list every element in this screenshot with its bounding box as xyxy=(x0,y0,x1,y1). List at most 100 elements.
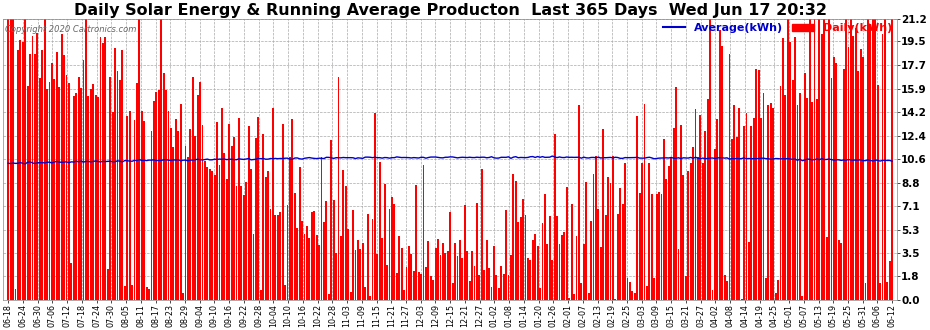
Bar xyxy=(151,131,153,300)
Bar xyxy=(544,194,546,300)
Bar xyxy=(408,246,410,300)
Bar xyxy=(799,93,801,300)
Bar xyxy=(21,42,24,300)
Bar xyxy=(809,19,811,300)
Bar xyxy=(318,245,320,300)
Bar xyxy=(532,240,534,300)
Bar xyxy=(313,212,315,300)
Bar xyxy=(102,43,104,300)
Bar xyxy=(641,163,643,300)
Bar xyxy=(306,226,308,300)
Bar xyxy=(840,243,843,300)
Bar xyxy=(791,80,793,300)
Bar xyxy=(541,223,543,300)
Bar xyxy=(134,120,136,300)
Bar xyxy=(233,137,235,300)
Bar xyxy=(867,19,869,300)
Bar xyxy=(166,90,167,300)
Bar xyxy=(420,274,422,300)
Bar xyxy=(636,116,638,300)
Bar xyxy=(580,283,582,300)
Bar xyxy=(167,111,169,300)
Legend: Average(kWh), Daily(kWh): Average(kWh), Daily(kWh) xyxy=(658,19,897,38)
Bar xyxy=(796,105,799,300)
Bar xyxy=(835,63,837,300)
Bar xyxy=(250,169,252,300)
Bar xyxy=(656,194,658,300)
Bar xyxy=(724,275,725,300)
Bar xyxy=(36,33,38,300)
Bar xyxy=(209,169,211,300)
Bar xyxy=(44,19,46,300)
Bar xyxy=(206,167,208,300)
Bar xyxy=(777,280,779,300)
Bar xyxy=(122,50,124,300)
Bar xyxy=(473,266,475,300)
Bar xyxy=(665,179,668,300)
Bar xyxy=(73,96,74,300)
Bar xyxy=(83,60,85,300)
Bar xyxy=(695,109,697,300)
Bar xyxy=(634,292,636,300)
Bar xyxy=(71,263,73,300)
Bar xyxy=(226,179,228,300)
Bar xyxy=(604,215,606,300)
Bar xyxy=(258,116,259,300)
Bar xyxy=(767,105,769,300)
Bar xyxy=(592,175,594,300)
Bar xyxy=(711,290,713,300)
Bar xyxy=(779,86,781,300)
Bar xyxy=(432,280,434,300)
Bar xyxy=(384,184,386,300)
Bar xyxy=(371,219,374,300)
Bar xyxy=(588,293,590,300)
Bar xyxy=(386,265,388,300)
Bar xyxy=(802,296,804,300)
Bar xyxy=(855,28,857,300)
Bar xyxy=(114,48,116,300)
Bar xyxy=(29,54,31,300)
Title: Daily Solar Energy & Running Average Producton  Last 365 Days  Wed Jun 17 20:32: Daily Solar Energy & Running Average Pro… xyxy=(73,3,827,18)
Bar xyxy=(48,82,50,300)
Bar xyxy=(194,136,196,300)
Bar xyxy=(15,289,17,300)
Bar xyxy=(196,94,199,300)
Bar xyxy=(158,89,160,300)
Bar xyxy=(187,157,189,300)
Bar xyxy=(821,34,823,300)
Bar xyxy=(259,290,261,300)
Bar xyxy=(323,222,325,300)
Bar xyxy=(284,284,286,300)
Bar xyxy=(617,214,618,300)
Bar xyxy=(128,111,130,300)
Bar xyxy=(692,147,694,300)
Bar xyxy=(428,241,430,300)
Bar xyxy=(472,250,473,300)
Bar xyxy=(537,247,538,300)
Bar xyxy=(493,246,495,300)
Bar xyxy=(109,77,112,300)
Bar xyxy=(576,236,578,300)
Bar xyxy=(746,113,748,300)
Bar xyxy=(425,267,427,300)
Bar xyxy=(522,199,524,300)
Bar xyxy=(571,204,573,300)
Bar xyxy=(520,217,522,300)
Bar xyxy=(146,287,148,300)
Bar xyxy=(289,157,291,300)
Bar xyxy=(687,171,689,300)
Bar xyxy=(838,240,840,300)
Bar xyxy=(75,93,77,300)
Bar xyxy=(564,232,565,300)
Bar xyxy=(469,281,471,300)
Bar xyxy=(603,129,604,300)
Bar xyxy=(539,288,541,300)
Bar xyxy=(401,248,403,300)
Bar xyxy=(644,104,645,300)
Bar xyxy=(338,77,339,300)
Bar xyxy=(714,149,716,300)
Bar xyxy=(136,83,138,300)
Bar xyxy=(214,175,216,300)
Bar xyxy=(148,289,150,300)
Bar xyxy=(591,221,592,300)
